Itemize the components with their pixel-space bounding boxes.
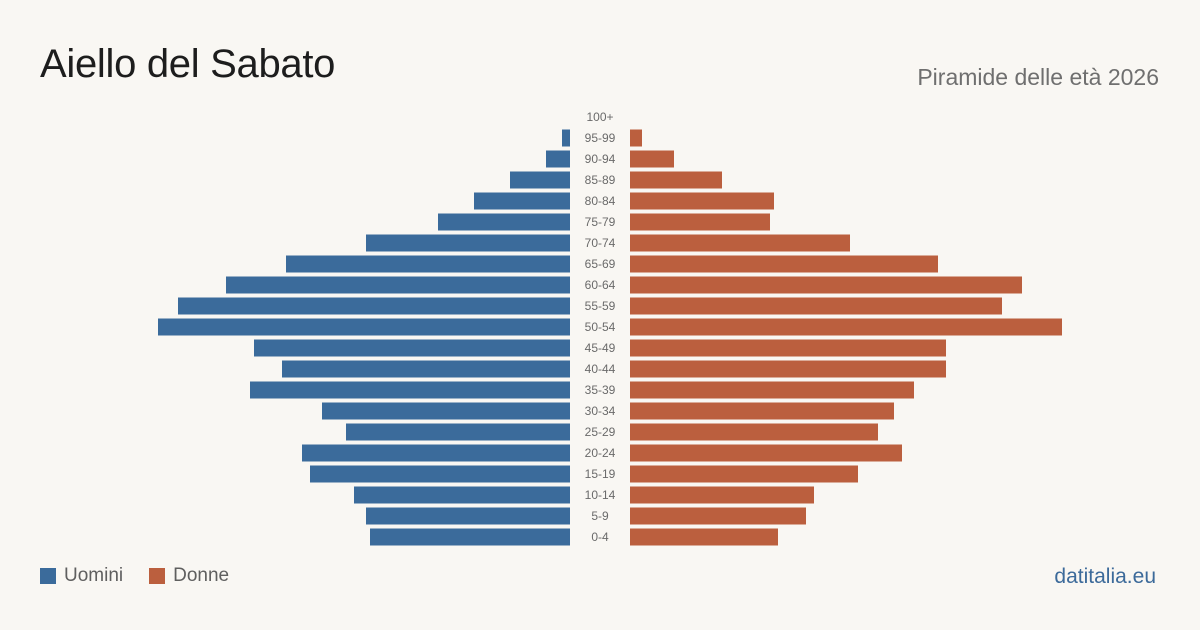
bar-men-10-14 [354,486,570,504]
bar-women-30-34 [630,402,894,420]
bar-women-10-14 [630,486,814,504]
age-label-75-79: 75-79 [585,215,616,229]
bar-women-75-79 [630,213,770,231]
age-label-85-89: 85-89 [585,173,616,187]
age-label-70-74: 70-74 [585,236,616,250]
age-label-10-14: 10-14 [585,488,616,502]
age-label-25-29: 25-29 [585,425,616,439]
bar-women-20-24 [630,444,902,462]
bar-women-80-84 [630,192,774,210]
bar-men-60-64 [226,276,570,294]
legend: Uomini Donne [40,565,245,587]
bar-men-80-84 [474,192,570,210]
bar-women-5-9 [630,507,806,525]
bar-men-75-79 [438,213,570,231]
bar-women-70-74 [630,234,850,252]
bar-women-35-39 [630,381,914,399]
age-label-90-94: 90-94 [585,152,616,166]
bar-men-65-69 [286,255,570,273]
age-label-55-59: 55-59 [585,299,616,313]
age-label-35-39: 35-39 [585,383,616,397]
age-label-30-34: 30-34 [585,404,616,418]
bar-men-85-89 [510,171,570,189]
bar-men-50-54 [158,318,570,336]
age-label-80-84: 80-84 [585,194,616,208]
legend-label-women: Donne [173,565,230,586]
age-label-40-44: 40-44 [585,362,616,376]
age-label-15-19: 15-19 [585,467,616,481]
bar-women-85-89 [630,171,722,189]
bar-men-45-49 [254,339,570,357]
bar-men-15-19 [310,465,570,483]
bar-men-70-74 [366,234,570,252]
bar-women-55-59 [630,297,1002,315]
bar-women-40-44 [630,360,946,378]
age-label-0-4: 0-4 [591,530,609,544]
bar-women-60-64 [630,276,1022,294]
bar-women-45-49 [630,339,946,357]
bar-men-95-99 [562,129,570,147]
bar-men-5-9 [366,507,570,525]
age-label-50-54: 50-54 [585,320,616,334]
bar-women-15-19 [630,465,858,483]
age-label-45-49: 45-49 [585,341,616,355]
age-label-5-9: 5-9 [591,509,609,523]
age-label-65-69: 65-69 [585,257,616,271]
bar-men-20-24 [302,444,570,462]
bar-men-35-39 [250,381,570,399]
bar-women-90-94 [630,150,674,168]
page-title: Aiello del Sabato [40,42,336,86]
legend-swatch-women [149,568,166,584]
bar-men-30-34 [322,402,570,420]
age-label-95-99: 95-99 [585,131,616,145]
bar-women-65-69 [630,255,938,273]
chart-subtitle: Piramide delle età 2026 [917,64,1159,90]
bar-men-25-29 [346,423,570,441]
legend-item-women: Donne [149,565,229,587]
bar-women-25-29 [630,423,878,441]
bar-women-50-54 [630,318,1062,336]
age-label-60-64: 60-64 [585,278,616,292]
age-label-100plus: 100+ [586,110,613,124]
bar-women-95-99 [630,129,642,147]
legend-item-men: Uomini [40,565,123,587]
age-label-20-24: 20-24 [585,446,616,460]
bar-men-55-59 [178,297,570,315]
legend-label-men: Uomini [64,565,124,586]
legend-swatch-men [40,568,56,584]
bar-women-0-4 [630,528,778,546]
bar-men-0-4 [370,528,570,546]
bar-men-40-44 [282,360,570,378]
bar-men-90-94 [546,150,570,168]
brand-link[interactable]: datitalia.eu [1054,565,1156,588]
